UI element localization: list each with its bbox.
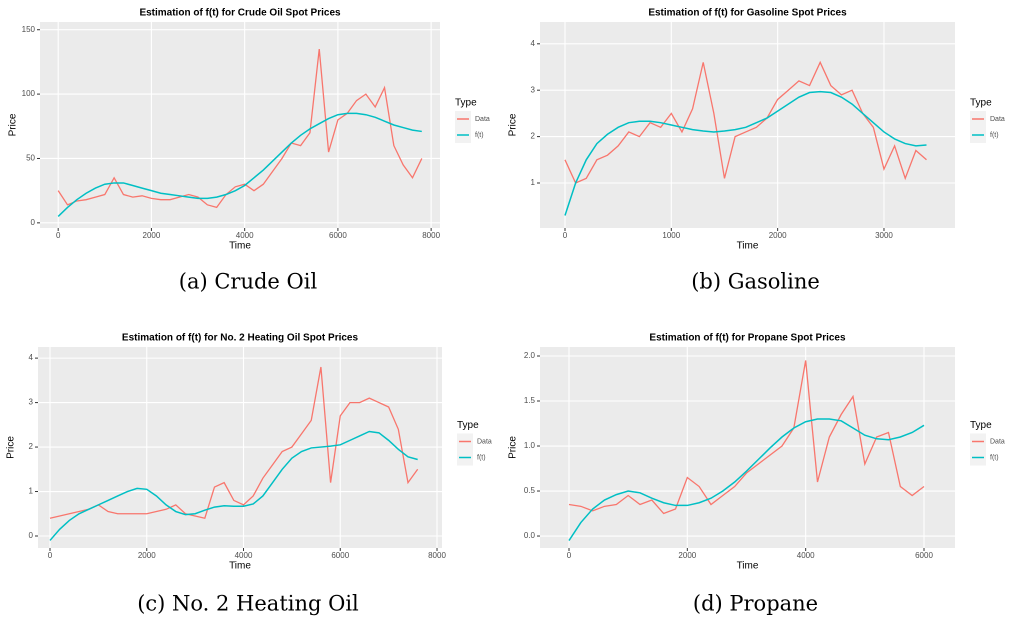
y-tick-label: 1.0: [524, 441, 536, 450]
y-tick-label: 0: [31, 218, 36, 227]
x-axis-label: Time: [229, 561, 251, 572]
caption: (b) Gasoline: [691, 270, 820, 294]
y-tick-label: 2.0: [524, 351, 536, 360]
y-axis-label: Price: [8, 113, 19, 136]
chart: 0 2000 4000 6000 0.0 0.5 1.0 1.5 2.0 Estimation o…: [508, 333, 1005, 616]
series-line: [568, 418, 925, 541]
chart-title: Estimation of f(t) for Propane Spot Pric…: [649, 333, 846, 344]
x-tick-label: 8000: [422, 231, 440, 240]
legend-label: f(t): [990, 454, 999, 461]
plot-panel: [540, 22, 955, 228]
series-line: [49, 430, 418, 541]
series-line: [568, 360, 925, 515]
y-tick-label: 50: [26, 154, 35, 163]
y-tick-label: 2: [531, 132, 536, 141]
x-tick-label: 0: [567, 551, 572, 560]
legend-label: Data: [990, 438, 1005, 445]
x-tick-label: 2000: [138, 551, 156, 560]
y-axis-label: Price: [508, 436, 519, 459]
chart: 0 2000 4000 6000 8000 0 50 100 150 Estimation of …: [8, 8, 490, 294]
x-tick-label: 2000: [769, 231, 787, 240]
chart: 0 1000 2000 3000 1 2 3 4 Estimation of f(t) for …: [508, 8, 1005, 294]
x-axis-label: Time: [229, 241, 251, 252]
y-axis-label: Price: [6, 436, 17, 459]
x-axis-label: Time: [737, 561, 759, 572]
y-tick-label: 4: [531, 39, 536, 48]
x-tick-label: 6000: [331, 551, 349, 560]
chart-title: Estimation of f(t) for Crude Oil Spot Pr…: [139, 8, 341, 19]
chart-title: Estimation of f(t) for No. 2 Heating Oil…: [122, 333, 359, 344]
caption: (c) No. 2 Heating Oil: [137, 592, 359, 616]
y-tick-label: 1: [29, 487, 34, 496]
x-tick-label: 4000: [797, 551, 815, 560]
plot-panel: [540, 347, 955, 548]
series-line: [49, 366, 419, 519]
caption: (d) Propane: [693, 592, 818, 616]
x-tick-label: 6000: [329, 231, 347, 240]
y-tick-label: 3: [531, 85, 536, 94]
legend-title: Type: [457, 420, 479, 431]
plot-panel: [40, 22, 440, 228]
caption: (a) Crude Oil: [179, 270, 318, 294]
x-tick-label: 0: [56, 231, 61, 240]
y-axis-label: Price: [508, 113, 519, 136]
x-tick-label: 8000: [428, 551, 446, 560]
y-tick-label: 1.5: [524, 396, 536, 405]
chart: 0 2000 4000 6000 8000 0 1 2 3 4 Estimation of f(t)…: [6, 333, 492, 616]
chart-title: Estimation of f(t) for Gasoline Spot Pri…: [648, 8, 847, 19]
legend-title: Type: [455, 98, 477, 109]
y-tick-label: 1: [531, 178, 536, 187]
legend-label: f(t): [475, 132, 484, 139]
x-tick-label: 1000: [662, 231, 680, 240]
y-tick-label: 2: [29, 442, 34, 451]
legend-label: f(t): [990, 132, 999, 139]
series-line: [564, 60, 927, 184]
x-tick-label: 2000: [678, 551, 696, 560]
y-tick-label: 4: [29, 353, 34, 362]
x-tick-label: 6000: [915, 551, 933, 560]
x-tick-label: 4000: [235, 551, 253, 560]
y-tick-label: 0: [29, 531, 34, 540]
y-tick-label: 3: [29, 398, 34, 407]
x-tick-label: 3000: [875, 231, 893, 240]
y-tick-label: 0.0: [524, 531, 536, 540]
legend-title: Type: [970, 98, 992, 109]
x-tick-label: 4000: [236, 231, 254, 240]
x-axis-label: Time: [737, 241, 759, 252]
legend-label: f(t): [477, 454, 486, 461]
y-tick-label: 150: [22, 25, 36, 34]
series-line: [57, 48, 423, 209]
legend-label: Data: [477, 438, 492, 445]
series-line: [57, 112, 422, 217]
series-line: [564, 90, 927, 216]
y-tick-label: 100: [22, 89, 36, 98]
legend-title: Type: [970, 420, 992, 431]
x-tick-label: 2000: [143, 231, 161, 240]
x-tick-label: 0: [563, 231, 568, 240]
y-tick-label: 0.5: [524, 486, 536, 495]
legend-label: Data: [990, 116, 1005, 123]
legend-label: Data: [475, 116, 490, 123]
x-tick-label: 0: [48, 551, 53, 560]
